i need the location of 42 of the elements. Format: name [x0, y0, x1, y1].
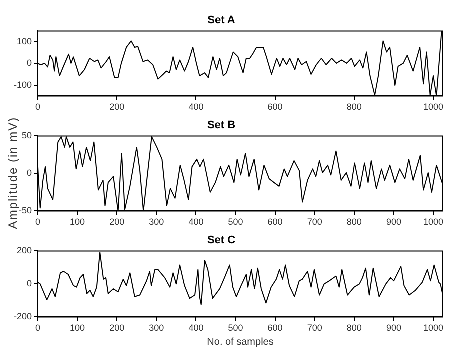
x-tick-label: 600 [268, 323, 283, 334]
x-tick-label: 500 [228, 217, 244, 228]
x-tick-label: 400 [188, 217, 204, 228]
x-tick-label: 700 [307, 217, 322, 228]
x-axis-title: No. of samples [207, 336, 274, 348]
x-tick-label: 100 [70, 217, 86, 228]
x-tick-label: 500 [228, 323, 244, 334]
y-tick-label: -200 [14, 312, 32, 322]
x-tick-label: 200 [110, 323, 125, 334]
x-tick-label: 600 [268, 217, 283, 228]
chart-title: Set A [208, 14, 236, 27]
y-tick-label: -100 [14, 80, 32, 90]
y-tick-label: 200 [16, 246, 32, 256]
x-tick-label: 1000 [423, 217, 444, 228]
x-tick-label: 1000 [423, 102, 444, 112]
x-tick-label: 0 [35, 102, 41, 112]
x-tick-label: 800 [346, 323, 362, 334]
x-tick-label: 400 [188, 102, 204, 112]
x-tick-label: 200 [110, 217, 125, 228]
x-tick-label: 800 [346, 102, 362, 112]
y-tick-label: 50 [22, 130, 32, 141]
chart-title: Set C [207, 234, 236, 247]
y-tick-label: 0 [26, 278, 32, 289]
y-tick-label: 0 [26, 168, 32, 178]
x-tick-label: 600 [268, 102, 283, 112]
x-tick-label: 200 [110, 102, 125, 112]
y-tick-label: -50 [18, 206, 32, 216]
x-tick-label: 300 [149, 217, 164, 228]
y-axis-title: Amplitude (in mV) [6, 116, 20, 229]
chart-title: Set B [207, 120, 236, 132]
x-tick-label: 300 [149, 323, 164, 334]
x-tick-label: 700 [307, 323, 322, 334]
x-tick-label: 0 [35, 217, 41, 228]
x-tick-label: 400 [188, 323, 204, 334]
x-tick-label: 800 [346, 217, 362, 228]
x-tick-label: 900 [386, 217, 402, 228]
x-tick-label: 100 [70, 323, 86, 334]
x-tick-label: 900 [386, 323, 402, 334]
x-tick-label: 0 [35, 323, 41, 334]
y-tick-label: 100 [16, 36, 32, 47]
y-tick-label: 0 [26, 58, 32, 68]
x-tick-label: 1000 [423, 323, 444, 334]
